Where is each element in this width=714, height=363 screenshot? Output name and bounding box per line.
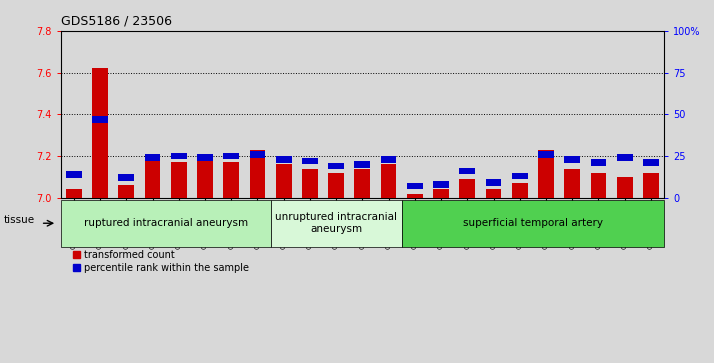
Bar: [354, 169, 371, 198]
Bar: [66, 171, 81, 178]
Bar: [407, 194, 423, 198]
Bar: [250, 150, 266, 198]
Bar: [145, 160, 161, 198]
Text: unruptured intracranial
aneurysm: unruptured intracranial aneurysm: [275, 212, 397, 234]
Bar: [197, 160, 213, 198]
Bar: [643, 173, 659, 198]
Bar: [145, 154, 161, 161]
Bar: [617, 154, 633, 161]
Bar: [328, 173, 344, 198]
Text: GDS5186 / 23506: GDS5186 / 23506: [61, 15, 171, 28]
Bar: [302, 158, 318, 164]
Bar: [486, 189, 501, 198]
Bar: [564, 169, 580, 198]
Bar: [328, 163, 344, 170]
Bar: [92, 116, 108, 123]
Bar: [92, 68, 108, 198]
Text: superficial temporal artery: superficial temporal artery: [463, 218, 603, 228]
Bar: [276, 164, 291, 198]
Bar: [459, 179, 475, 198]
Bar: [590, 159, 606, 166]
Bar: [171, 153, 186, 159]
Bar: [250, 151, 266, 158]
Bar: [66, 189, 81, 198]
Bar: [433, 181, 449, 188]
Bar: [302, 169, 318, 198]
Bar: [223, 162, 239, 198]
Bar: [643, 159, 659, 166]
Bar: [276, 156, 291, 163]
Bar: [433, 189, 449, 198]
Bar: [197, 154, 213, 161]
Bar: [171, 162, 186, 198]
Bar: [538, 151, 554, 158]
Bar: [354, 161, 371, 168]
Bar: [512, 173, 528, 179]
Text: tissue: tissue: [4, 215, 35, 225]
Bar: [407, 183, 423, 189]
Bar: [119, 175, 134, 181]
Bar: [381, 156, 396, 163]
Bar: [512, 183, 528, 198]
Bar: [538, 150, 554, 198]
Legend: transformed count, percentile rank within the sample: transformed count, percentile rank withi…: [73, 250, 249, 273]
Bar: [119, 185, 134, 198]
Bar: [564, 156, 580, 163]
Bar: [617, 177, 633, 198]
Bar: [486, 179, 501, 186]
Bar: [381, 164, 396, 198]
Text: ruptured intracranial aneurysm: ruptured intracranial aneurysm: [84, 218, 248, 228]
Bar: [459, 168, 475, 175]
Bar: [223, 153, 239, 159]
Bar: [590, 173, 606, 198]
